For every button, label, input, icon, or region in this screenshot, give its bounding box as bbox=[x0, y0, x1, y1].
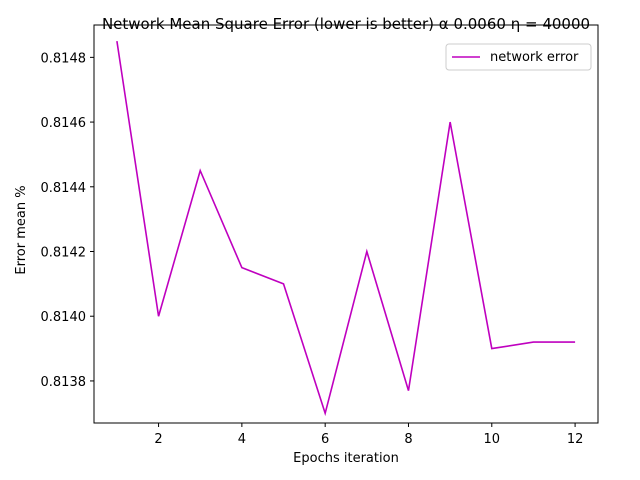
y-axis-ticks: 0.8138 0.8140 0.8142 0.8144 0.8146 0.8148 bbox=[41, 51, 94, 390]
y-tick-label: 0.8144 bbox=[41, 181, 87, 196]
legend: network error bbox=[445, 43, 592, 71]
legend-box bbox=[445, 43, 592, 71]
x-tick-label: 12 bbox=[567, 432, 584, 447]
series-line-network-error bbox=[116, 41, 576, 417]
plot-area-frame bbox=[93, 24, 599, 424]
x-tick-label: 4 bbox=[238, 432, 246, 447]
y-tick-label: 0.8146 bbox=[41, 116, 87, 131]
x-tick-label: 2 bbox=[154, 432, 162, 447]
x-tick-label: 6 bbox=[321, 432, 329, 447]
y-axis-label: Error mean % bbox=[14, 185, 29, 274]
y-tick-label: 0.8138 bbox=[41, 375, 87, 390]
y-tick-label: 0.8142 bbox=[41, 246, 87, 261]
x-axis-label: Epochs iteration bbox=[293, 451, 399, 466]
chart-title: Network Mean Square Error (lower is bett… bbox=[102, 15, 590, 33]
x-tick-label: 10 bbox=[484, 432, 501, 447]
legend-label-network-error: network error bbox=[490, 50, 579, 65]
y-tick-label: 0.8140 bbox=[41, 310, 87, 325]
y-tick-label: 0.8148 bbox=[41, 51, 87, 66]
x-tick-label: 8 bbox=[404, 432, 412, 447]
x-axis-ticks: 2 4 6 8 10 12 bbox=[154, 423, 583, 447]
